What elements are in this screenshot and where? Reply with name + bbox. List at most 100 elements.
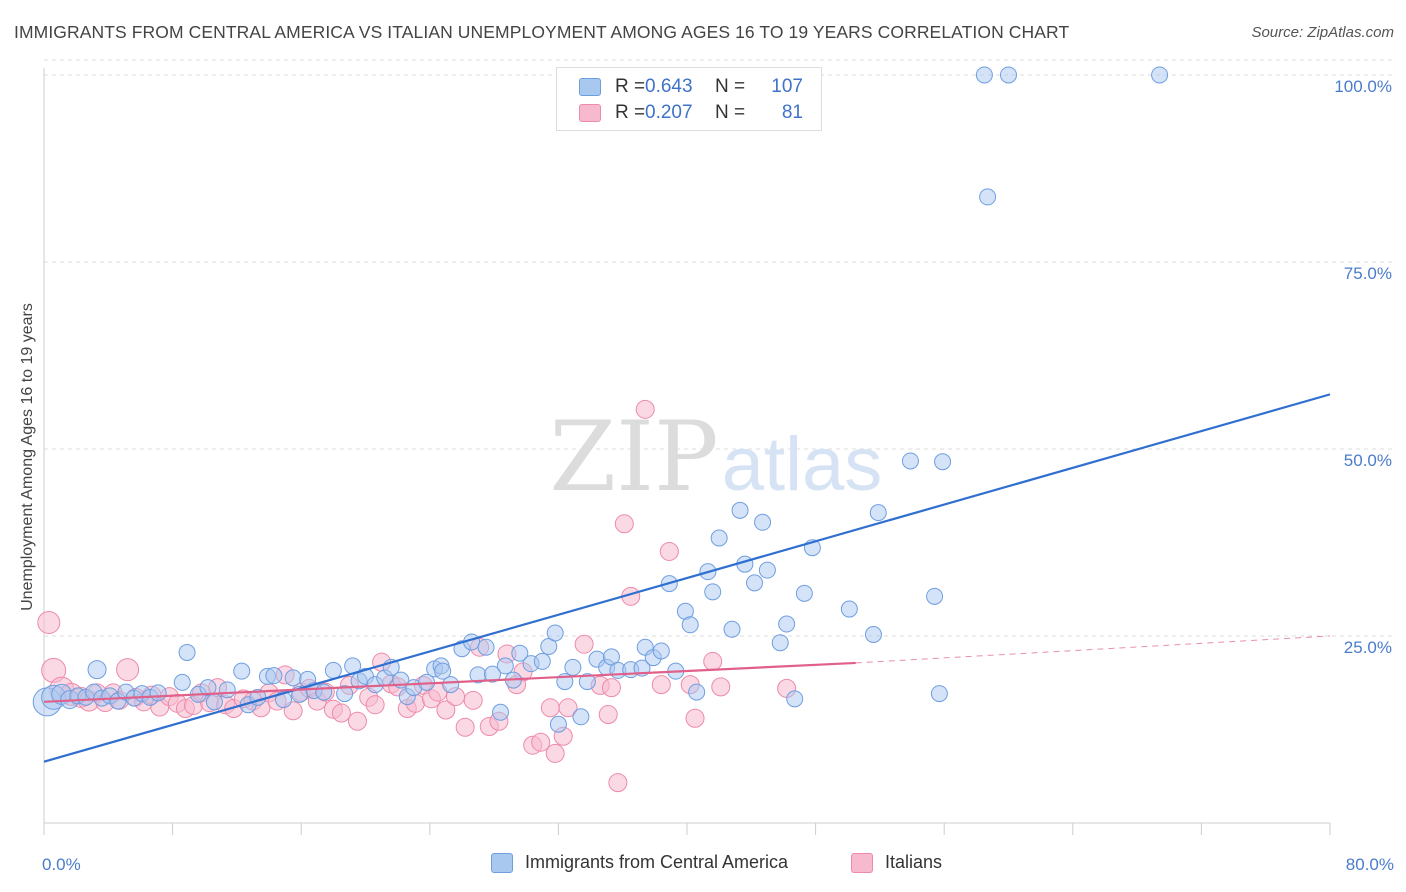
central-america-point (442, 676, 460, 694)
central-america-points (32, 66, 1169, 733)
central-america-point (483, 665, 501, 683)
n-value-blue: 107 (771, 76, 803, 97)
italians-point (659, 541, 679, 561)
italians-point (545, 743, 565, 763)
italians-point (614, 514, 634, 534)
central-america-point (199, 679, 217, 697)
italians-point (331, 703, 351, 723)
central-america-point (758, 561, 776, 579)
y-tick-label: 100.0% (1334, 77, 1392, 96)
axes (43, 68, 1331, 835)
central-america-point (710, 529, 728, 547)
chart-title: IMMIGRANTS FROM CENTRAL AMERICA VS ITALI… (14, 22, 1070, 42)
pink-swatch-icon (851, 852, 873, 873)
central-america-point (930, 685, 948, 703)
italians-point (116, 658, 140, 682)
x-tick-label: 80.0% (1346, 855, 1394, 874)
central-america-point (233, 662, 251, 680)
italians-point (455, 717, 475, 737)
n-label: N = (715, 102, 746, 123)
central-america-point (178, 643, 196, 661)
italians-point (540, 698, 560, 718)
central-america-point (265, 667, 283, 685)
italians-point (608, 773, 628, 793)
central-america-point (87, 660, 107, 680)
central-america-point (771, 634, 789, 652)
stats-row-pink: R = 0.207 N = 81 (579, 101, 803, 125)
stats-row-blue: R = 0.643 N = 107 (579, 75, 803, 99)
central-america-point (275, 691, 293, 709)
italians-point (574, 634, 594, 654)
central-america-point (572, 708, 590, 726)
y-tick-label: 75.0% (1344, 264, 1392, 283)
central-america-point (492, 703, 510, 721)
italians-point (558, 698, 578, 718)
central-america-point (149, 684, 167, 702)
legend-item-central-america[interactable]: Immigrants from Central America (491, 852, 788, 873)
central-america-point (731, 501, 749, 519)
central-america-point (746, 574, 764, 592)
central-america-point (533, 652, 551, 670)
italians-point (711, 677, 731, 697)
central-america-point (1000, 66, 1017, 84)
central-america-point (869, 504, 887, 522)
central-america-point (434, 662, 452, 680)
central-america-point (926, 587, 944, 605)
central-america-point (336, 685, 354, 703)
italians-point (436, 700, 456, 720)
central-america-point (564, 658, 582, 676)
central-america-point (688, 683, 706, 701)
source-label: Source: ZipAtlas.com (1251, 24, 1394, 41)
central-america-point (778, 615, 796, 633)
italians-point (685, 708, 705, 728)
r-label: R = (615, 76, 646, 97)
x-tick-label: 0.0% (42, 855, 81, 874)
italians-trend-extension (855, 635, 1331, 664)
central-america-point (681, 616, 699, 634)
central-america-point (173, 673, 191, 691)
legend-label: Italians (885, 852, 943, 872)
bottom-legend: Immigrants from Central America Italians (0, 852, 1406, 878)
central-america-point (795, 584, 813, 602)
italians-point (531, 732, 551, 752)
legend-item-italians[interactable]: Italians (851, 852, 942, 873)
central-america-point (723, 620, 741, 638)
pink-swatch-icon (579, 104, 601, 122)
n-value-pink: 81 (781, 102, 803, 123)
central-america-point (864, 625, 882, 643)
r-value-blue: 0.643 (645, 76, 693, 97)
central-america-point (934, 453, 952, 471)
central-america-point (652, 642, 670, 660)
central-america-point (546, 624, 564, 642)
watermark-atlas: atlas (722, 422, 883, 507)
italians-point (463, 690, 483, 710)
n-label: N = (715, 76, 746, 97)
central-america-point (205, 693, 223, 711)
central-america-point (840, 600, 858, 618)
italians-point (365, 695, 385, 715)
central-america-trend-line (43, 393, 1331, 763)
y-tick-label: 50.0% (1344, 451, 1392, 470)
central-america-point (315, 683, 333, 701)
italians-point (347, 711, 367, 731)
italians-point (598, 705, 618, 725)
r-value-pink: 0.207 (645, 102, 693, 123)
central-america-point (324, 661, 342, 679)
central-america-point (549, 715, 567, 733)
italians-point (37, 611, 61, 635)
central-america-point (979, 188, 997, 206)
italians-trend-line (43, 661, 856, 703)
central-america-point (704, 583, 722, 601)
tick-labels: 25.0% 50.0% 75.0% 100.0% 0.0% 80.0% (42, 77, 1394, 874)
central-america-point (786, 690, 804, 708)
central-america-point (578, 673, 596, 691)
watermark: ZIP atlas (549, 401, 882, 513)
central-america-point (477, 638, 495, 656)
blue-swatch-icon (579, 78, 601, 96)
italians-point (601, 678, 621, 698)
central-america-point (511, 644, 529, 662)
italians-point (651, 675, 671, 695)
italians-point (635, 399, 655, 419)
central-america-point (975, 66, 993, 84)
blue-swatch-icon (491, 852, 513, 873)
